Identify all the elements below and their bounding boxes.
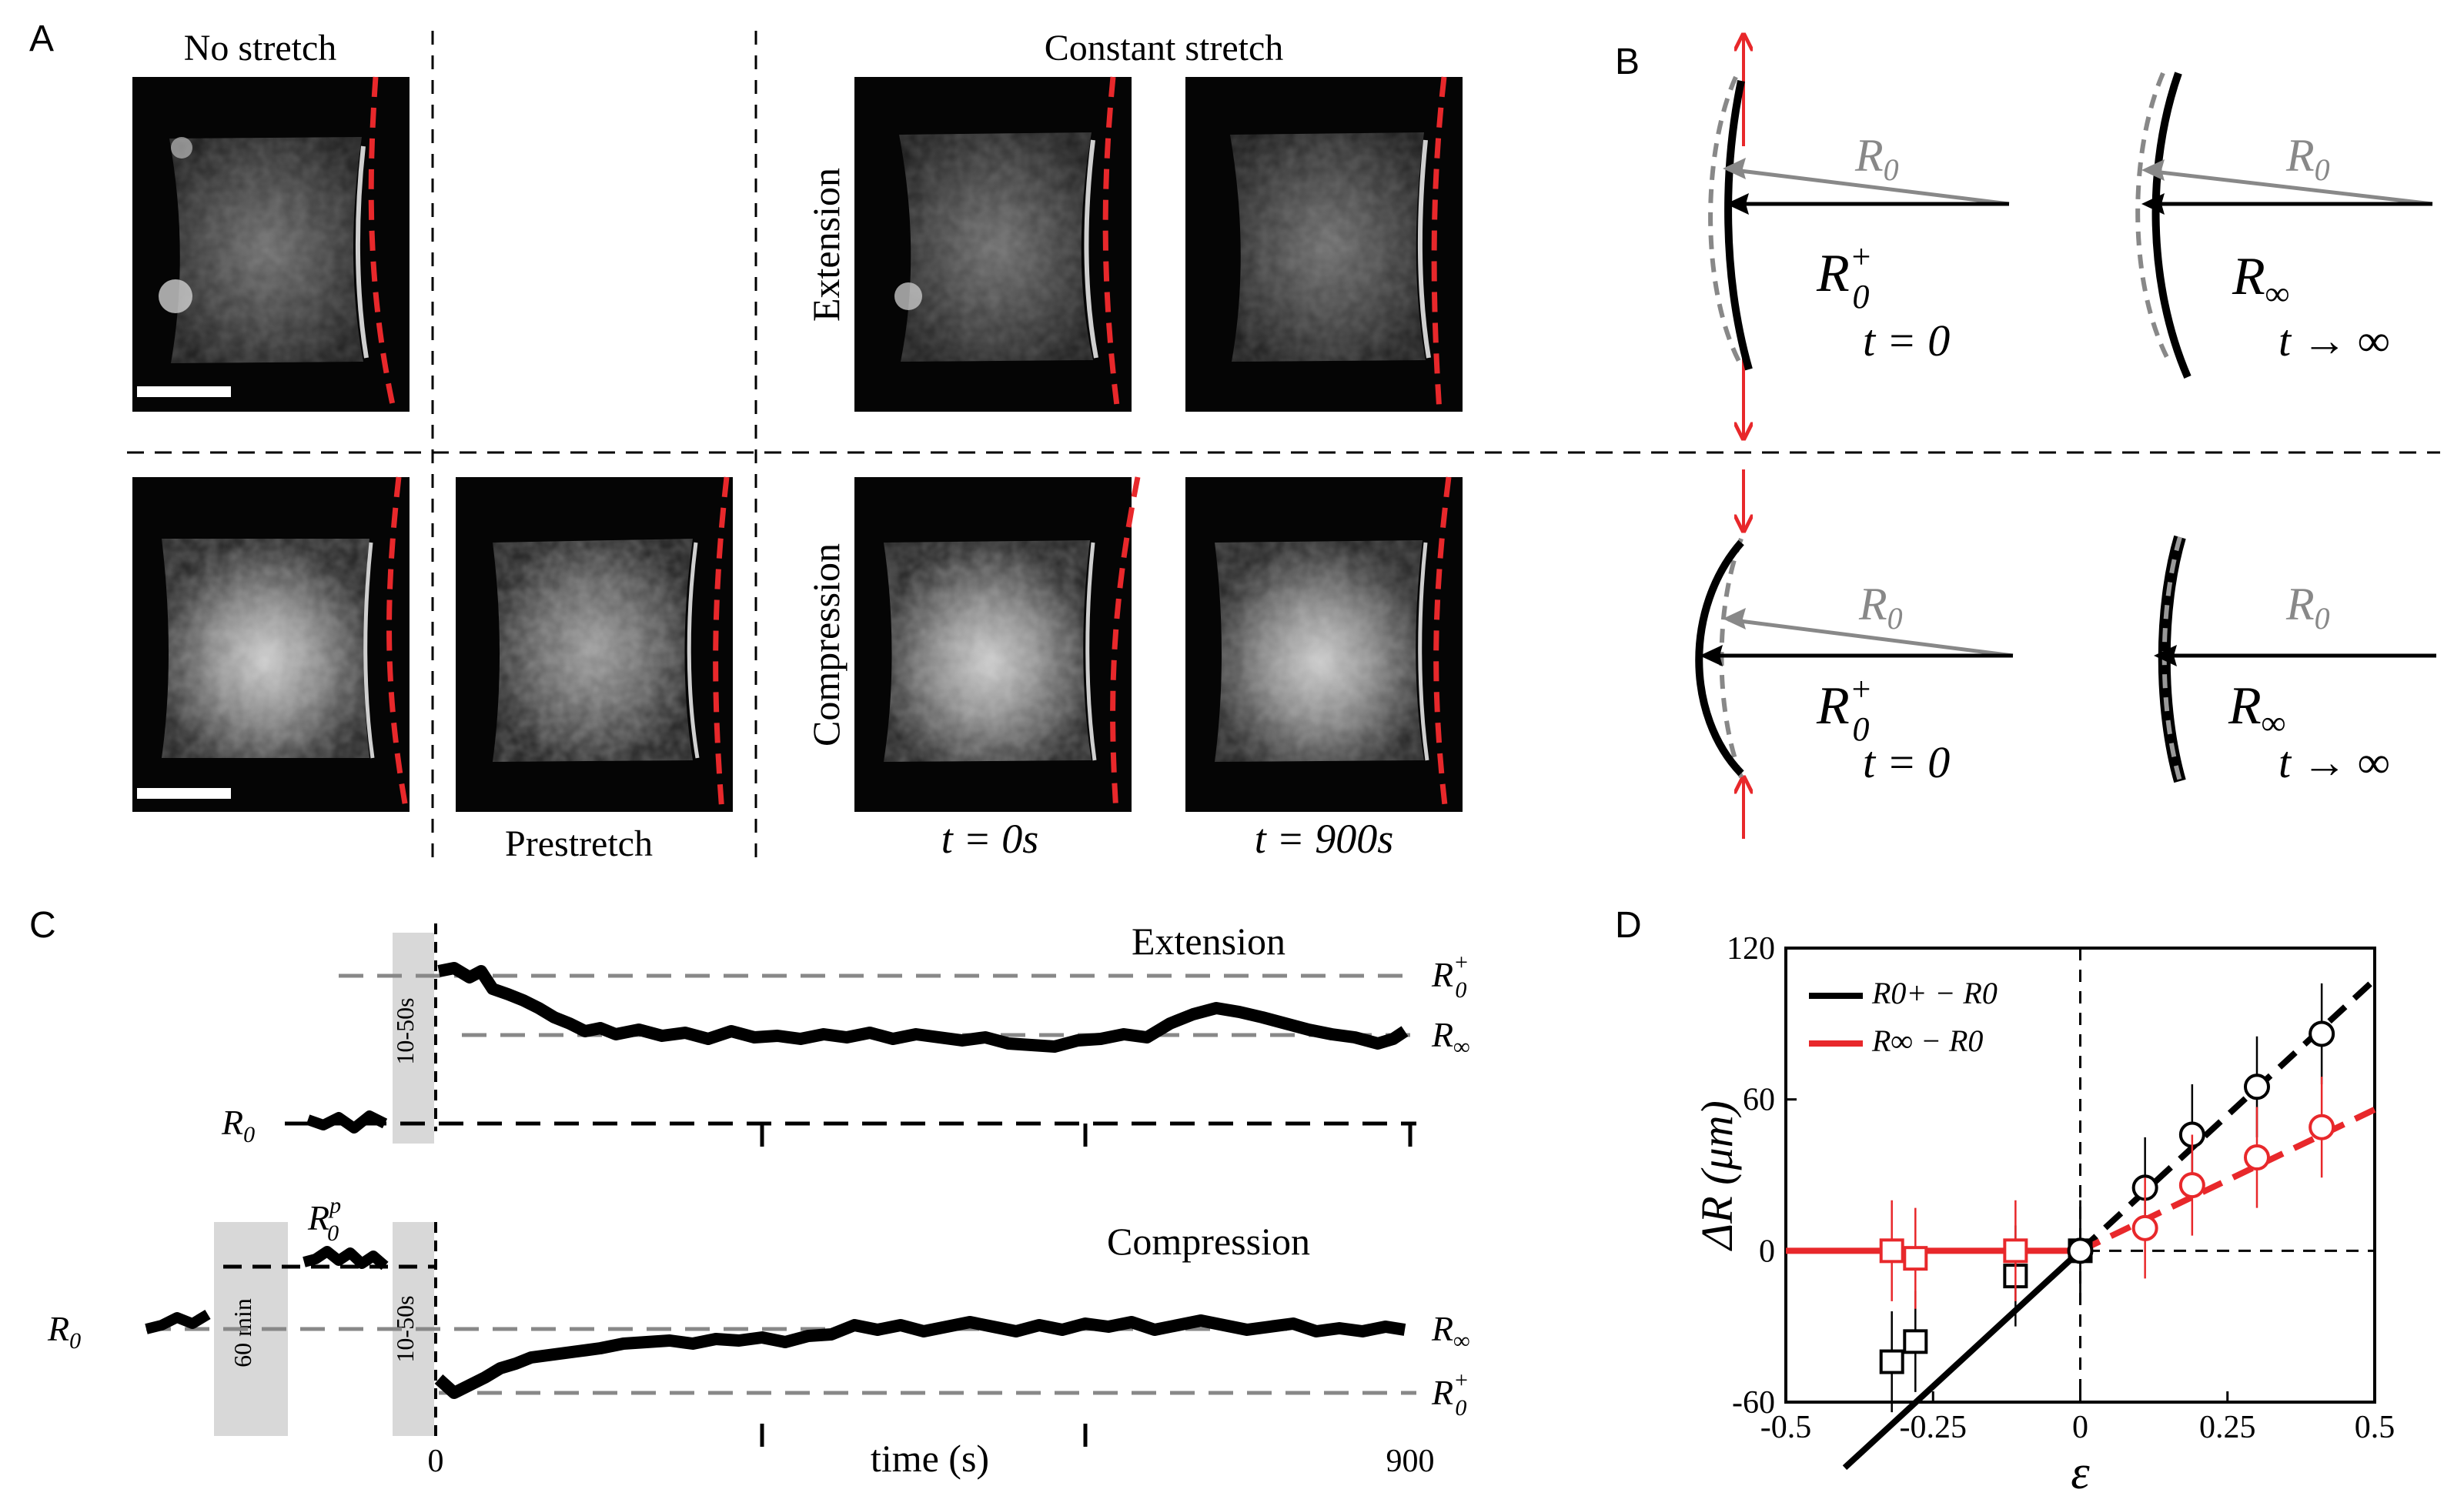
data-point-square xyxy=(2003,1238,2028,1264)
diagram-extension-t0: R0 R+ 0 t = 0 xyxy=(1708,35,2010,439)
data-point-circle xyxy=(2178,1172,2205,1199)
time-label-0s: t = 0s xyxy=(941,816,1038,862)
data-point-square xyxy=(1879,1238,1904,1264)
red-dashed-edge xyxy=(713,476,730,813)
red-dashed-edge xyxy=(386,476,410,813)
x-tick-label: 0.25 xyxy=(2199,1410,2256,1445)
xlabel-time: time (s) xyxy=(871,1437,989,1480)
legend-label: R∞ − R0 xyxy=(1871,1023,1983,1058)
panel-b: B R0 R+ 0 t = 0 xyxy=(1615,35,2436,839)
label-r0: R0 xyxy=(2285,130,2330,187)
label-rinf: R∞ xyxy=(1431,1015,1470,1060)
row-label-extension: Extension xyxy=(804,168,848,322)
panel-a: A No stretch Constant stretch xyxy=(29,18,2440,866)
data-point-circle xyxy=(2244,1144,2270,1171)
label-r0: R0 xyxy=(47,1309,81,1354)
label-r0p: Rp 0 xyxy=(307,1193,341,1246)
trace-pre xyxy=(145,1309,211,1334)
tick-900: 900 xyxy=(1386,1444,1435,1479)
image-no-stretch-extension xyxy=(132,76,410,412)
scale-bar xyxy=(137,386,231,397)
chart-delta-r: -0.5 -0.25 0 0.25 0.5 -60 0 60 120 ε ΔR (μm) R0+ − … xyxy=(1692,931,2395,1499)
x-tick-label: 0 xyxy=(2072,1410,2088,1445)
red-dashed-edge xyxy=(368,76,397,412)
fit-line-dashed xyxy=(2078,977,2377,1254)
red-dashed-edge xyxy=(1110,476,1141,813)
y-tick-label: 0 xyxy=(1759,1234,1775,1269)
data-point-circle xyxy=(2244,1074,2270,1100)
red-dashed-edge xyxy=(1102,76,1121,412)
y-tick-label: 60 xyxy=(1743,1083,1775,1118)
data-point-square xyxy=(1879,1349,1904,1374)
label-r0plus: R+ 0 xyxy=(1816,238,1872,316)
image-prestretch xyxy=(456,476,733,813)
y-tick-label: -60 xyxy=(1732,1385,1775,1421)
legend-label: R0+ − R0 xyxy=(1871,976,1998,1010)
panel-label-a: A xyxy=(29,18,54,59)
image-compression-t900 xyxy=(1185,476,1463,813)
x-tick-label: 0.5 xyxy=(2355,1410,2395,1445)
label-t0: t = 0 xyxy=(1863,737,1950,787)
label-10-50s: 10-50s xyxy=(391,997,419,1064)
trace-extension: 10-50s Extension R+ 0 R∞ R0 xyxy=(221,920,1470,1147)
caption-prestretch: Prestretch xyxy=(505,823,653,864)
red-dashed-edge xyxy=(1433,476,1452,813)
tick-0: 0 xyxy=(428,1444,444,1479)
red-dashed-edge xyxy=(1431,76,1447,412)
diagram-extension-tinf: R0 R∞ t → ∞ xyxy=(2135,72,2433,379)
diagram-compression-t0: R0 R+ 0 t = 0 xyxy=(1695,469,2014,839)
row-label-compression: Compression xyxy=(804,543,848,746)
fit-line xyxy=(1842,1248,2083,1471)
image-compression-t0 xyxy=(854,476,1141,813)
label-r0: R0 xyxy=(1854,130,1899,187)
title-no-stretch: No stretch xyxy=(184,28,337,68)
data-point-square xyxy=(1903,1246,1928,1271)
label-r0: R0 xyxy=(1858,579,1903,636)
scale-bar xyxy=(137,788,231,799)
panel-c: C 10-50s Extension R+ 0 R∞ R0 xyxy=(29,905,1470,1480)
title-constant-stretch: Constant stretch xyxy=(1045,28,1284,68)
data-point-circle xyxy=(2131,1214,2158,1241)
y-tick-label: 120 xyxy=(1727,931,1775,967)
y-axis-label: ΔR (μm) xyxy=(1692,1100,1742,1251)
trace-pre xyxy=(306,1110,388,1134)
gray-window-10-50s xyxy=(393,933,434,1144)
label-r0: R0 xyxy=(221,1103,255,1147)
panel-d: D -0.5 -0.25 0 0.25 0.5 -60 0 60 120 ε ΔR (μm) R0+ … xyxy=(1615,905,2395,1499)
x-tick-label: -0.5 xyxy=(1760,1410,1812,1445)
label-rinf: R∞ xyxy=(2228,676,2285,742)
panel-label-b: B xyxy=(1615,42,1640,82)
label-r0plus: R+ 0 xyxy=(1431,950,1469,1003)
label-tinf: t → ∞ xyxy=(2278,316,2389,366)
label-r0: R0 xyxy=(2285,579,2330,636)
trace-prestretch xyxy=(303,1246,389,1271)
label-rinf: R∞ xyxy=(1431,1309,1470,1354)
trace-post xyxy=(434,1314,1406,1399)
label-60min: 60 min xyxy=(229,1298,256,1367)
trace-compression: 60 min 10-50s Compression Rp 0 R0 R∞ R xyxy=(47,1193,1470,1447)
label-rinf: R∞ xyxy=(2232,247,2289,312)
image-extension-t900 xyxy=(1185,76,1463,412)
image-no-stretch-compression xyxy=(132,476,410,813)
x-tick-label: -0.25 xyxy=(1900,1410,1968,1445)
diagram-compression-tinf: R0 R∞ t → ∞ xyxy=(2154,535,2436,787)
label-extension: Extension xyxy=(1132,920,1285,963)
trace-post xyxy=(437,962,1409,1053)
label-compression: Compression xyxy=(1107,1220,1310,1263)
image-extension-t0 xyxy=(854,76,1132,412)
data-point-square xyxy=(1903,1329,1928,1354)
panel-label-c: C xyxy=(29,905,56,946)
data-point-circle xyxy=(2309,1020,2335,1047)
x-axis-label: ε xyxy=(2071,1447,2090,1499)
label-t0: t = 0 xyxy=(1863,316,1950,366)
time-label-900s: t = 900s xyxy=(1255,816,1393,862)
label-tinf: t → ∞ xyxy=(2278,737,2389,787)
data-point-circle xyxy=(2067,1237,2094,1264)
label-r0plus: R+ 0 xyxy=(1431,1367,1469,1421)
label-r0plus: R+ 0 xyxy=(1816,670,1872,748)
data-point-circle xyxy=(2309,1114,2335,1140)
panel-label-d: D xyxy=(1615,905,1642,946)
